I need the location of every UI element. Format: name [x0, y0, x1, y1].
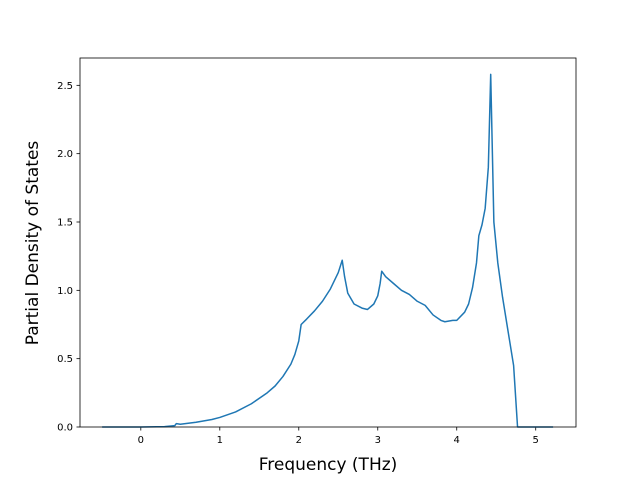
data-line — [102, 73, 554, 428]
x-tick-label: 4 — [454, 435, 460, 446]
x-axis-label: Frequency (THz) — [259, 455, 398, 475]
y-tick-label: 1.5 — [57, 218, 73, 229]
x-tick-label: 0 — [138, 435, 144, 446]
y-tick-label: 0.0 — [57, 423, 73, 434]
y-tick-label: 1.0 — [57, 286, 73, 297]
y-tick-label: 2.0 — [57, 149, 73, 160]
plot-frame — [79, 57, 577, 428]
x-tick-label: 1 — [217, 435, 223, 446]
x-tick-label: 3 — [375, 435, 381, 446]
y-tick-label: 2.5 — [57, 81, 73, 92]
y-tick-label: 0.5 — [57, 354, 73, 365]
y-axis-label: Partial Density of States — [23, 141, 43, 346]
x-tick-label: 5 — [533, 435, 539, 446]
x-tick-label: 2 — [296, 435, 302, 446]
